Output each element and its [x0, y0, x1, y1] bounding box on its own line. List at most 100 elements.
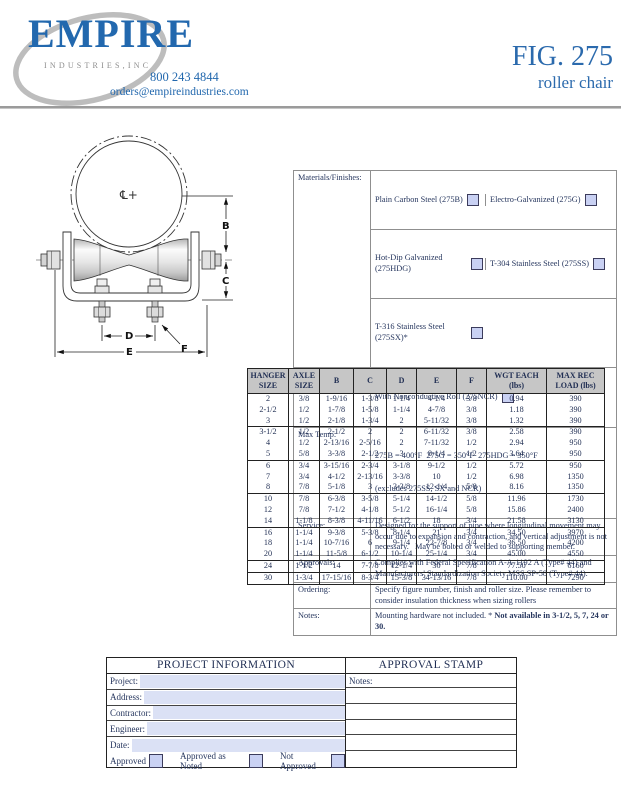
size-table-cell: 18 [247, 538, 289, 550]
size-table-cell: 3-1/2 [247, 426, 289, 439]
size-table-cell: 1350 [546, 482, 605, 494]
size-table-cell: 5-1/4 [386, 493, 417, 505]
size-table-cell: 4 [247, 438, 289, 449]
notes-line[interactable] [346, 735, 516, 752]
size-table-cell: 21 [416, 526, 457, 539]
dim-label-bg [122, 329, 135, 341]
form-field-row: Date: [107, 737, 345, 753]
size-table-cell: 5 [247, 448, 289, 461]
size-table-cell: 3/8 [456, 415, 487, 427]
figure-number: FIG. 275 [511, 41, 613, 72]
field-label: Contractor: [110, 707, 151, 718]
size-table-cell: 9-1/4 [386, 538, 417, 550]
checkbox-not-approved[interactable] [331, 753, 345, 768]
notes-text: Mounting hardware not included. * Not av… [370, 608, 617, 636]
notes-line[interactable] [346, 751, 516, 767]
notes-text-bold: Not available in 3-1/2, 5, 7, 24 or 30. [375, 611, 611, 632]
field-input-engineer[interactable] [147, 722, 345, 736]
column-header: B [319, 368, 354, 394]
notes-line[interactable] [346, 720, 516, 736]
project-approval-form: PROJECT INFORMATION Project: Address: Cont… [106, 657, 517, 771]
size-table-cell: 8-3/4 [353, 571, 387, 585]
size-table-cell: 2 [386, 438, 417, 449]
column-header: AXLE SIZE [288, 368, 320, 394]
field-input-contractor[interactable] [153, 706, 345, 720]
size-table-row: 30 1-3/4 17-15/16 8-3/4 15-3/8 34-13/16 7/8 110… [247, 571, 605, 585]
base-bolt-right [146, 278, 164, 323]
checkbox-275ss[interactable] [593, 257, 606, 270]
size-table-cell: 10-7/16 [319, 538, 354, 550]
size-table-row: 4 1/2 2-13/16 2-5/16 2 7-11/32 1/2 2.94 950 [247, 438, 605, 449]
size-table-cell: 9-1/2 [416, 459, 457, 472]
material-option-label: T-304 Stainless Steel (275SS) [490, 258, 590, 268]
notes-line[interactable] [346, 688, 516, 704]
technical-drawing: ℄+ [36, 135, 233, 358]
size-table-cell: 1-1/8 [288, 515, 320, 528]
pipe-insulation-circle [70, 135, 188, 253]
size-table-cell: 3/8 [288, 392, 320, 405]
size-table-cell: 3970 [546, 526, 605, 539]
size-table-cell: 7/8 [456, 559, 487, 573]
size-table-cell: 8-1/4 [416, 448, 457, 461]
size-table-cell: 4550 [546, 549, 605, 561]
size-table-cell: 950 [546, 438, 605, 449]
dim-label-b: B [222, 221, 230, 232]
size-table-cell: 2-5/16 [353, 438, 387, 449]
checkbox-275g[interactable] [584, 194, 597, 207]
notes-line[interactable] [346, 704, 516, 720]
size-table-cell: 3-3/8 [386, 471, 417, 483]
size-table-cell: 950 [546, 459, 605, 472]
size-table-cell: 4-11/16 [353, 515, 387, 528]
size-table-row: 5 5/8 3-3/8 2-1/2 3 8-1/4 1/2 3.64 950 [247, 448, 605, 461]
size-table-cell: 7-7/8 [353, 559, 387, 573]
approval-stamp-title: APPROVAL STAMP [346, 658, 516, 674]
size-table-cell: 3-1/8 [386, 459, 417, 472]
project-information-section: PROJECT INFORMATION Project: Address: Cont… [107, 658, 346, 771]
size-table-row: 20 1-1/4 11-5/8 6-1/2 10-1/4 25-1/4 3/4 45.00 45… [247, 549, 605, 561]
column-header: E [416, 368, 457, 394]
size-table-row: 6 3/4 3-15/16 2-3/4 3-1/8 9-1/2 1/2 5.72 950 [247, 459, 605, 472]
size-table-cell: 45.00 [486, 549, 547, 561]
size-table-cell: 6160 [546, 559, 605, 573]
form-field-row: Project: [107, 674, 345, 690]
company-logo: EMPIRE [28, 11, 194, 56]
size-table-cell: 7/8 [288, 482, 320, 494]
material-option-label: T-316 Stainless Steel (275SX)* [375, 321, 447, 342]
size-table-cell: 1/2 [288, 415, 320, 427]
column-header: HANGER SIZE [247, 368, 289, 394]
size-table-cell: 3 [247, 415, 289, 427]
size-table-cell: 3/8 [456, 392, 487, 405]
field-input-address[interactable] [144, 690, 345, 704]
roller [73, 238, 189, 282]
size-table-cell: 14-1/2 [416, 493, 457, 505]
size-table-cell: 8-1/4 [386, 526, 417, 539]
size-table-header-row: HANGER SIZE AXLE SIZE B C D E F WGT EACH (lbs) M… [247, 368, 605, 394]
size-table-cell: 18 [416, 515, 457, 528]
size-table-row: 12 7/8 7-1/2 4-1/8 5-1/2 16-1/4 5/8 15.86 2400 [247, 504, 605, 516]
notes-text-regular: Mounting hardware not included. * [375, 611, 495, 621]
material-option-label: Electro-Galvanized (275G) [490, 194, 581, 204]
ordering-text: Specify figure number, finish and roller… [370, 581, 617, 610]
size-table-cell: 12-1/4 [386, 559, 417, 573]
checkbox-275sx[interactable] [471, 326, 483, 339]
dim-label-bg [124, 345, 136, 357]
size-table-cell: 5-1/2 [386, 504, 417, 516]
field-input-date[interactable] [131, 738, 345, 752]
size-table-cell: 5/8 [456, 504, 487, 516]
size-table-row: 16 1-1/4 9-3/8 5-3/8 8-1/4 21 3/4 34.50 3970 [247, 526, 605, 539]
dim-label-c: C [222, 276, 229, 287]
size-table-cell: 1.32 [486, 415, 547, 427]
size-table-cell: 5/8 [288, 448, 320, 461]
size-table-cell: 12 [247, 504, 289, 516]
size-table-cell: 390 [546, 426, 605, 439]
checkbox-approved[interactable] [149, 753, 163, 768]
checkbox-275b[interactable] [466, 194, 479, 207]
field-input-project[interactable] [140, 674, 345, 688]
checkbox-approved-as-noted[interactable] [248, 753, 263, 768]
phone-number: 800 243 4844 [150, 70, 219, 84]
field-label: Engineer: [110, 723, 145, 734]
pipe-centerline-symbol: ℄+ [119, 188, 138, 202]
checkbox-275hdg[interactable] [471, 257, 483, 270]
size-table-cell: 3-15/16 [319, 459, 354, 472]
